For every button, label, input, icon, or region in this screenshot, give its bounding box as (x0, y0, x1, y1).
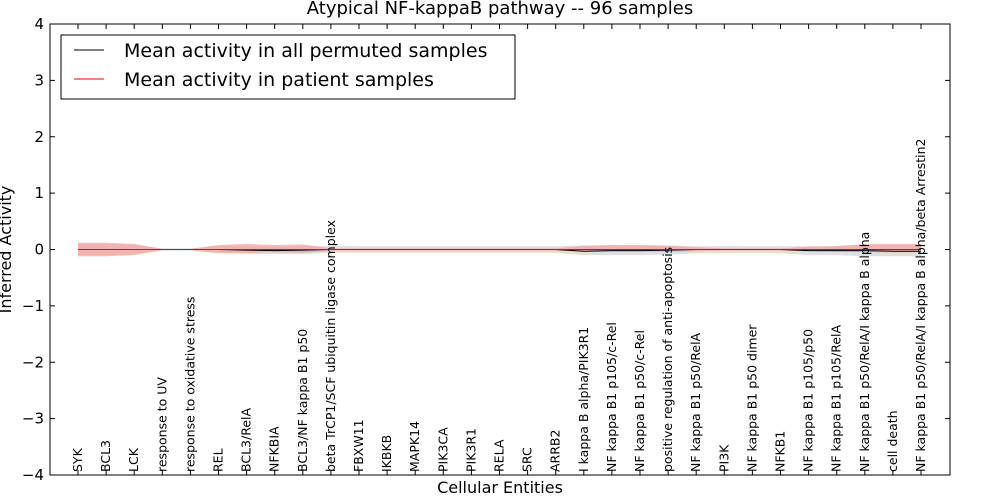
x-tick-label: PI3K (716, 444, 731, 472)
y-tick-label: −3 (22, 410, 44, 428)
y-tick-label: −2 (22, 353, 44, 371)
x-tick-label: BCL3/NF kappa B1 p50 (295, 329, 310, 472)
y-tick-label: 3 (34, 71, 44, 89)
y-tick-label: 0 (34, 241, 44, 259)
x-tick-label: IKBKB (379, 435, 394, 472)
legend-box (60, 34, 516, 100)
x-tick-label: response to oxidative stress (182, 297, 197, 472)
y-tick-label: 2 (34, 128, 44, 146)
chart-title: Atypical NF-kappaB pathway -- 96 samples (307, 0, 693, 19)
x-tick-label: NFKB1 (773, 431, 788, 472)
x-tick-label: NF kappa B1 p105/RelA (829, 325, 844, 472)
x-tick-label: positive regulation of anti-apoptosis (660, 247, 675, 472)
x-tick-label: MAPK14 (407, 421, 422, 472)
x-tick-label: response to UV (154, 377, 169, 472)
y-axis: −4 −3 −2 −1 0 1 2 3 4 (22, 15, 950, 484)
x-tick-label: NF kappa B1 p50/RelA (688, 332, 703, 472)
y-tick-label: −1 (22, 297, 44, 315)
x-tick-label: PIK3R1 (463, 428, 478, 472)
x-tick-label: REL (211, 448, 226, 472)
legend: Mean activity in all permuted samples Mea… (60, 34, 516, 100)
x-tick-label: PIK3CA (435, 427, 450, 472)
x-tick-label: beta TrCP1/SCF ubiquitin ligase complex (323, 220, 338, 472)
x-tick-label: NFKBIA (267, 426, 282, 472)
x-tick-label: I kappa B alpha/PIK3R1 (576, 327, 591, 472)
x-tick-label: BCL3 (98, 440, 113, 472)
x-tick-label: NF kappa B1 p50/c-Rel (632, 330, 647, 472)
x-tick-label: NF kappa B1 p105/p50 (801, 329, 816, 472)
x-tick-label: NF kappa B1 p105/c-Rel (604, 322, 619, 472)
x-tick-label: NF kappa B1 p50 dimer (744, 324, 759, 472)
y-axis-label: Inferred Activity (0, 186, 15, 314)
series-lines (78, 249, 921, 252)
x-tick-label: SYK (70, 447, 85, 472)
x-tick-label: NF kappa B1 p50/RelA/I kappa B alpha/bet… (913, 139, 928, 473)
y-tick-label: 4 (34, 15, 44, 33)
legend-label: Mean activity in patient samples (124, 69, 434, 91)
x-axis-label: Cellular Entities (437, 478, 563, 497)
x-tick-label: SRC (520, 447, 535, 472)
x-axis: SYK BCL3 LCK response to UV response to oxid… (70, 24, 928, 475)
x-tick-label: RELA (492, 439, 507, 472)
x-tick-label: BCL3/RelA (239, 408, 254, 472)
x-tick-label: LCK (126, 447, 141, 472)
legend-label: Mean activity in all permuted samples (124, 40, 487, 62)
y-tick-label: 1 (34, 184, 44, 202)
x-tick-label: FBXW11 (351, 419, 366, 472)
y-tick-label: −4 (22, 466, 44, 484)
x-tick-label: cell death (885, 410, 900, 472)
x-tick-label: ARRB2 (548, 430, 563, 472)
x-tick-label: NF kappa B1 p50/RelA/I kappa B alpha (857, 232, 872, 472)
